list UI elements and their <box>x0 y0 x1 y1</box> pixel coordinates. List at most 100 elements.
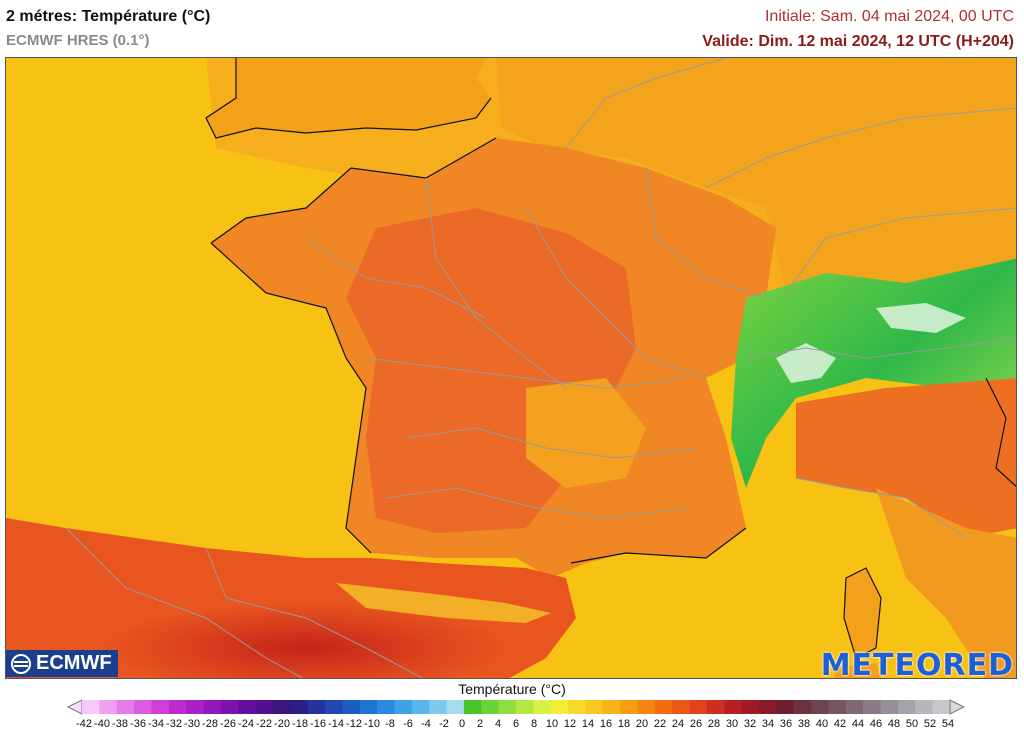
scale-cell <box>481 700 500 714</box>
scale-cell <box>186 700 205 714</box>
scale-cell <box>602 700 621 714</box>
legend-title: Température (°C) <box>458 681 566 697</box>
scale-cell <box>272 700 291 714</box>
temperature-map[interactable] <box>5 57 1017 679</box>
legend-tick-label: -12 <box>346 718 362 730</box>
scale-cell <box>724 700 743 714</box>
scale-cell <box>533 700 552 714</box>
legend-tick-label: 44 <box>851 718 865 730</box>
legend-tick-label: -40 <box>94 718 110 730</box>
spain-hot-spot <box>106 603 506 678</box>
header-right: Initiale: Sam. 04 mai 2024, 00 UTC Valid… <box>702 8 1014 51</box>
scale-cell <box>776 700 795 714</box>
admin-borders <box>65 58 1016 678</box>
legend-tick-label: -4 <box>421 718 431 730</box>
legend-tick-label: -2 <box>439 718 449 730</box>
scale-cell <box>203 700 222 714</box>
scale-max-arrow <box>949 699 966 715</box>
corsica-land <box>844 568 881 658</box>
legend-tick-label: 30 <box>725 718 739 730</box>
legend-tick-label: 42 <box>833 718 847 730</box>
legend-tick-label: -8 <box>385 718 395 730</box>
legend-tick-label: -28 <box>202 718 218 730</box>
scale-cell <box>585 700 604 714</box>
legend-tick-label: 10 <box>545 718 559 730</box>
model-label: ECMWF HRES (0.1°) <box>6 32 150 49</box>
legend-tick-label: -16 <box>310 718 326 730</box>
color-scale <box>66 699 966 715</box>
legend-tick-label: -24 <box>238 718 254 730</box>
ecmwf-mark-icon <box>11 653 31 674</box>
alps-snow <box>776 303 966 383</box>
valid-time: Valide: Dim. 12 mai 2024, 12 UTC (H+204) <box>702 33 1014 50</box>
legend-tick-label: -42 <box>76 718 92 730</box>
scale-cell <box>394 700 413 714</box>
legend-tick-label: 0 <box>458 718 466 730</box>
legend-tick-label: 24 <box>671 718 685 730</box>
scale-cell <box>863 700 882 714</box>
massif-central-area <box>526 378 646 488</box>
scale-cell <box>828 700 847 714</box>
legend-tick-label: 20 <box>635 718 649 730</box>
legend-tick-label: 32 <box>743 718 757 730</box>
legend-tick-label: -36 <box>130 718 146 730</box>
legend-tick-label: -6 <box>403 718 413 730</box>
legend-tick-label: -20 <box>274 718 290 730</box>
sardinia-land <box>834 663 881 678</box>
legend-tick-label: 46 <box>869 718 883 730</box>
scale-cell <box>880 700 899 714</box>
scale-cell <box>793 700 812 714</box>
ecmwf-logo: ECMWF <box>6 650 118 677</box>
legend-tick-label: -22 <box>256 718 272 730</box>
scale-cell <box>759 700 777 714</box>
po-valley-area <box>796 378 1016 538</box>
legend-tick-label: 4 <box>494 718 502 730</box>
coastlines <box>205 58 1016 659</box>
legend-tick-label: 12 <box>563 718 577 730</box>
legend-tick-label: 52 <box>923 718 937 730</box>
scale-cell <box>255 700 274 714</box>
legend-tick-label: -34 <box>148 718 164 730</box>
legend-tick-label: -38 <box>112 718 128 730</box>
scale-cell <box>741 700 760 714</box>
scale-cell <box>811 700 829 714</box>
scale-cell <box>620 700 639 714</box>
legend-tick-label: 40 <box>815 718 829 730</box>
scale-cell <box>897 700 916 714</box>
scale-cell <box>689 700 708 714</box>
legend-tick-label: 14 <box>581 718 595 730</box>
legend-tick-label: -18 <box>292 718 308 730</box>
initial-time: Initiale: Sam. 04 mai 2024, 00 UTC <box>764 8 1014 25</box>
scale-cell <box>672 700 691 714</box>
scale-cell <box>134 700 152 714</box>
scale-cell <box>342 700 361 714</box>
scale-cell <box>654 700 673 714</box>
map-title: 2 métres: Température (°C) <box>6 8 211 25</box>
scale-cell <box>411 700 430 714</box>
ecmwf-logo-text: ECMWF <box>36 652 112 674</box>
legend-ticks: -42 -40 -38 -36 -34 -32 -30 -28 -26 -24 -22 -20 -18-… <box>0 718 1024 734</box>
legend-tick-label: 54 <box>941 718 955 730</box>
scale-cell <box>915 700 934 714</box>
map-canvas <box>6 58 1016 678</box>
legend-tick-label: -30 <box>184 718 200 730</box>
scale-cell <box>550 700 569 714</box>
scale-cell <box>498 700 517 714</box>
legend-tick-label: -14 <box>328 718 344 730</box>
scale-cell <box>706 700 725 714</box>
legend-tick-label: -10 <box>364 718 380 730</box>
scale-cell <box>307 700 326 714</box>
scale-cell <box>290 700 309 714</box>
legend-tick-label: 2 <box>476 718 484 730</box>
scale-cell <box>429 700 448 714</box>
legend-tick-label: -32 <box>166 718 182 730</box>
header-left: 2 métres: Température (°C) ECMWF HRES (0… <box>6 8 210 49</box>
legend-tick-label: 16 <box>599 718 613 730</box>
scale-cell <box>845 700 864 714</box>
legend-tick-label: 36 <box>779 718 793 730</box>
scale-cell <box>932 700 951 714</box>
legend-tick-label: -26 <box>220 718 236 730</box>
legend-tick-label: 8 <box>530 718 538 730</box>
scale-cell <box>238 700 257 714</box>
scale-cell <box>359 700 378 714</box>
